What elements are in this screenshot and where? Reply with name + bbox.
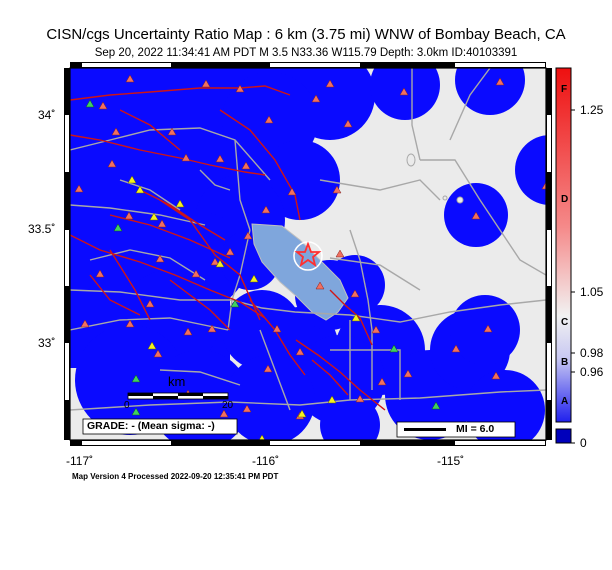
map-footer: Map Version 4 Processed 2022-09-20 12:35…: [72, 472, 279, 481]
scale-bar-tick-0: 0: [124, 400, 130, 411]
map-title: CISN/cgs Uncertainty Ratio Map : 6 km (3…: [46, 26, 566, 43]
faults: [70, 85, 386, 411]
colorbar-grade-d: D: [561, 194, 569, 205]
colorbar-grade-c: C: [561, 317, 569, 328]
lon-tick-116: -116˚: [252, 454, 280, 468]
stations-orange: [74, 74, 546, 438]
grade-text: GRADE: - (Mean sigma: -): [87, 420, 215, 432]
lat-tick-33: 33˚: [38, 336, 56, 350]
grade-box: [82, 418, 238, 435]
salton-sea: [251, 223, 349, 321]
colorbar-grade-f: F: [561, 84, 568, 95]
stations-yellow: [127, 175, 361, 440]
lat-tick-34: 34˚: [38, 108, 56, 122]
epicenter-star: [293, 241, 323, 271]
roads: [70, 68, 546, 411]
stations-green: [85, 99, 441, 416]
lon-tick-115: -115˚: [437, 454, 465, 468]
scale-bar-tick-20: 20: [222, 400, 234, 411]
colorbar-grade-a: A: [561, 396, 569, 407]
lakes: [406, 153, 464, 204]
colorbar-value-1-25: 1.25: [580, 103, 604, 117]
map-subtitle: Sep 20, 2022 11:34:41 AM PDT M 3.5 N33.3…: [94, 47, 518, 59]
lon-tick-117: -117˚: [66, 454, 94, 468]
colorbar: [555, 67, 575, 444]
mi-legend-box: [396, 421, 516, 438]
colorbar-grade-b: B: [561, 357, 569, 368]
mi-legend-text: MI = 6.0: [456, 423, 495, 435]
colorbar-value-0-98: 0.98: [580, 346, 604, 360]
map-frame-ticks: [65, 63, 551, 445]
scale-bar-label: km: [168, 374, 186, 389]
lat-tick-33-5: 33.5˚: [28, 222, 56, 236]
colorbar-value-0-96: 0.96: [580, 365, 604, 379]
colorbar-value-0: 0: [580, 436, 587, 450]
colorbar-value-1-05: 1.05: [580, 285, 604, 299]
scale-bar: [127, 392, 229, 400]
